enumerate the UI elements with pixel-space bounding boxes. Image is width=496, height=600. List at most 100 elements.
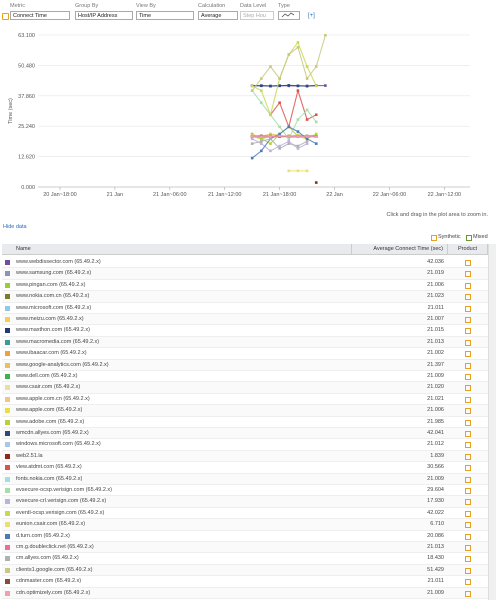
table-row[interactable]: cm.allyes.com (65.49.2.x) 18.430 (2, 553, 488, 565)
table-row[interactable]: www.dell.com (65.49.2.x) 21.009 (2, 371, 488, 383)
point (305, 77, 309, 80)
table-row[interactable]: www.webdissector.com (65.49.2.x) 42.036 (2, 257, 488, 269)
point (314, 113, 318, 117)
point (269, 84, 272, 88)
point (269, 113, 272, 117)
scrollbar[interactable] (488, 244, 496, 600)
column-header[interactable]: Product (448, 244, 488, 255)
row-value: 20.086 (427, 532, 444, 539)
point (305, 139, 309, 143)
point (314, 142, 318, 145)
column-header[interactable]: Average Connect Time (sec) (352, 244, 448, 255)
point (287, 125, 291, 129)
product-icon (465, 431, 471, 437)
field-label: Calculation (198, 3, 226, 9)
field-select[interactable]: Average (198, 11, 238, 20)
point (269, 65, 272, 68)
row-name: www.adobe.com (65.49.2.x) (16, 418, 85, 425)
row-value: 21.019 (427, 270, 444, 277)
table-row[interactable]: d.turn.com (65.49.2.x) 20.086 (2, 530, 488, 542)
table-row[interactable]: evsecure-ocsp.verisign.com (65.49.2.x) 29… (2, 485, 488, 497)
point (305, 118, 309, 121)
point (314, 84, 318, 88)
column-header[interactable]: Name (2, 244, 352, 255)
point (278, 84, 281, 88)
x-tick-label: 21 Jan~12:00 (208, 192, 242, 198)
product-icon (465, 260, 471, 266)
color-swatch (5, 465, 10, 471)
row-value: 21.023 (427, 293, 444, 300)
table-row[interactable]: www.samsung.com (65.49.2.x) 21.019 (2, 268, 488, 280)
color-swatch (5, 567, 10, 573)
x-tick-label: 20 Jan~18:00 (43, 192, 77, 198)
table-row[interactable]: www.meizu.com (65.49.2.x) 21.007 (2, 314, 488, 326)
table-row[interactable]: wmcdn.allyes.com (65.49.2.x) 42.041 (2, 428, 488, 440)
row-value: 21.985 (427, 418, 444, 425)
table-row[interactable]: www.apple.com (65.49.2.x) 21.006 (2, 405, 488, 417)
point (269, 149, 272, 153)
table-row[interactable]: www.google-analytics.com (65.49.2.x) 21.3… (2, 359, 488, 371)
field-label: Group By (75, 3, 99, 9)
hide-data-link[interactable]: Hide data (3, 224, 27, 230)
field-select[interactable]: Host/IP Address (75, 11, 133, 20)
row-name: fonts.nokia.com (65.49.2.x) (16, 475, 83, 482)
table-row[interactable]: evsecure-crl.verisign.com (65.49.2.x) 17.… (2, 496, 488, 508)
table-row[interactable]: www.maxthon.com (65.49.2.x) 21.015 (2, 325, 488, 337)
color-swatch (5, 499, 10, 505)
y-tick-label: 0.000 (21, 185, 35, 191)
table-row[interactable]: windows.microsoft.com (65.49.2.x) 21.012 (2, 439, 488, 451)
product-icon (465, 465, 471, 472)
table-row[interactable]: www.adobe.com (65.49.2.x) 21.985 (2, 416, 488, 428)
product-icon (465, 351, 471, 358)
product-icon (465, 328, 471, 335)
row-name: www.google-analytics.com (65.49.2.x) (16, 361, 109, 368)
table-row[interactable]: web2.51.la 1.839 (2, 450, 488, 463)
product-icon (465, 533, 471, 540)
field-select[interactable]: Step Hou (240, 11, 274, 20)
point (296, 130, 300, 133)
row-name: cm.allyes.com (65.49.2.x) (16, 555, 79, 562)
product-icon (465, 556, 471, 563)
point (287, 135, 291, 138)
color-swatch (5, 294, 10, 300)
table-row[interactable]: www.ibaacar.com (65.49.2.x) 21.002 (2, 348, 488, 360)
row-value: 21.011 (427, 578, 444, 585)
table-row[interactable]: view.atdmt.com (65.49.2.x) 30.566 (2, 462, 488, 474)
row-value: 21.012 (427, 441, 444, 448)
table-row[interactable]: clients1.google.com (65.49.2.x) 51.429 (2, 564, 488, 577)
table-row[interactable]: cdn.optimizely.com (65.49.2.x) 21.009 (2, 587, 488, 599)
table-row[interactable]: www.csair.com (65.49.2.x) 21.020 (2, 382, 488, 394)
field-select[interactable]: Time (136, 11, 194, 20)
table-row[interactable]: www.microsoft.com (65.49.2.x) 21.011 (2, 302, 488, 314)
color-swatch (5, 510, 10, 516)
table-row[interactable]: www.nokia.com.cn (65.49.2.x) 21.023 (2, 291, 488, 303)
toolbar-icon (2, 13, 9, 20)
y-tick-label: 50.480 (18, 63, 35, 69)
table-row[interactable]: eunion.csair.com (65.49.2.x) 6.710 (2, 519, 488, 531)
table-row[interactable]: cm.g.doubleclick.net (65.49.2.x) 21.013 (2, 542, 488, 554)
point (296, 169, 300, 173)
row-value: 42.022 (427, 509, 444, 516)
table-row[interactable]: cdnmaster.com (65.49.2.x) 21.011 (2, 576, 488, 588)
point (324, 33, 327, 37)
add-button[interactable]: [+] (308, 13, 315, 19)
y-axis-label: Time (sec) (8, 98, 14, 124)
row-value: 21.009 (427, 589, 444, 596)
y-tick-label: 63.100 (18, 33, 35, 39)
product-icon (465, 339, 471, 346)
table-row[interactable]: www.macromedia.com (65.49.2.x) 21.013 (2, 336, 488, 349)
table-row[interactable]: fonts.nokia.com (65.49.2.x) 21.009 (2, 473, 488, 485)
product-icon (465, 567, 471, 574)
color-swatch (5, 282, 10, 288)
field-select[interactable]: Connect Time (10, 11, 70, 20)
point (305, 135, 309, 138)
row-value: 29.604 (427, 487, 444, 493)
table-row[interactable]: www.apple.com.cn (65.49.2.x) 21.021 (2, 393, 488, 406)
x-tick-label: 22 Jan (326, 192, 343, 198)
table-row[interactable]: eventl-ocsp.verisign.com (65.49.2.x) 42.0… (2, 507, 488, 520)
table-row[interactable]: www.pingan.com (65.49.2.x) 21.006 (2, 279, 488, 292)
row-name: cdn.optimizely.com (65.49.2.x) (16, 589, 91, 596)
row-name: cdnmaster.com (65.49.2.x) (16, 578, 82, 585)
field-select[interactable] (278, 11, 300, 20)
row-name: evsecure-crl.verisign.com (65.49.2.x) (16, 498, 107, 505)
